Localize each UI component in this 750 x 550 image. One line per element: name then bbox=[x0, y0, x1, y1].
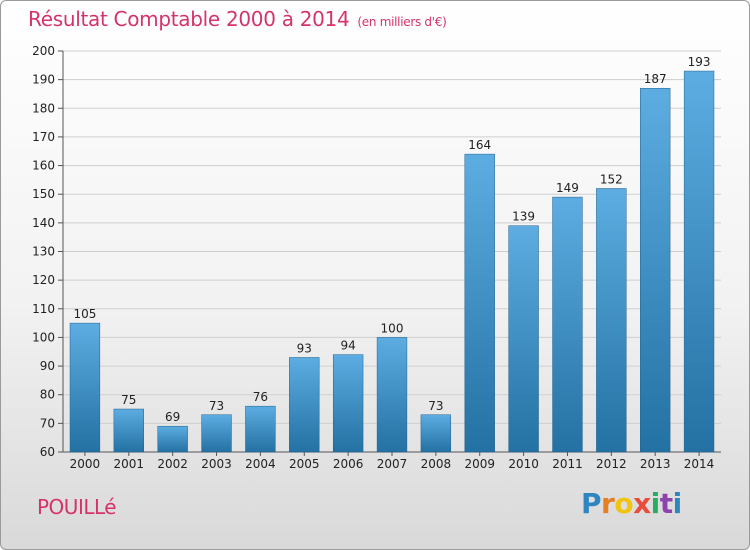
bar-2001 bbox=[113, 408, 144, 453]
logo-letter: t bbox=[659, 487, 673, 520]
y-tick-label: 120 bbox=[32, 273, 55, 287]
y-tick-label: 180 bbox=[32, 101, 55, 115]
bar-2005 bbox=[289, 357, 320, 453]
value-label: 139 bbox=[512, 210, 535, 224]
x-tick-label: 2000 bbox=[70, 457, 101, 471]
logo-letter: x bbox=[633, 487, 651, 520]
y-tick-label: 90 bbox=[40, 359, 55, 373]
logo-letter: r bbox=[601, 487, 615, 520]
x-tick-label: 2005 bbox=[289, 457, 320, 471]
y-tick-labels: 60 70 80 90 100 110 120 130 140 150 160 170 180 190 20… bbox=[32, 44, 55, 459]
value-label: 152 bbox=[600, 172, 623, 186]
bar-2012 bbox=[596, 188, 627, 453]
y-tick-label: 200 bbox=[32, 44, 55, 58]
bar-2000 bbox=[69, 322, 101, 453]
y-tick-label: 110 bbox=[32, 302, 55, 316]
logo-letter: o bbox=[614, 487, 634, 520]
x-tick-label: 2012 bbox=[596, 457, 627, 471]
logo-letter: P bbox=[581, 487, 602, 520]
y-tick-label: 170 bbox=[32, 130, 55, 144]
y-tick-label: 160 bbox=[32, 159, 55, 173]
bar-2007 bbox=[376, 337, 408, 453]
chart-title: Résultat Comptable 2000 à 2014 (en millie… bbox=[28, 7, 447, 31]
bar-2008 bbox=[420, 414, 452, 453]
value-label: 164 bbox=[468, 138, 491, 152]
y-tick-label: 80 bbox=[40, 388, 55, 402]
y-tick-label: 60 bbox=[40, 445, 55, 459]
chart-title-text: Résultat Comptable 2000 à 2014 bbox=[28, 7, 350, 31]
bar-2014 bbox=[683, 70, 715, 453]
bars bbox=[69, 70, 715, 453]
x-tick-label: 2013 bbox=[640, 457, 671, 471]
value-label: 75 bbox=[121, 393, 136, 407]
bar-2011 bbox=[552, 196, 583, 453]
value-label: 149 bbox=[556, 181, 579, 195]
y-tick-label: 100 bbox=[32, 330, 55, 344]
value-label: 93 bbox=[297, 341, 312, 355]
value-label: 73 bbox=[428, 399, 443, 413]
logo-letter: i bbox=[672, 487, 683, 520]
bar-2006 bbox=[332, 354, 364, 453]
x-tick-label: 2011 bbox=[552, 457, 583, 471]
x-tick-label: 2004 bbox=[245, 457, 276, 471]
value-label: 105 bbox=[73, 307, 96, 321]
x-tick-label: 2007 bbox=[377, 457, 408, 471]
y-tick-label: 130 bbox=[32, 245, 55, 259]
x-tick-label: 2008 bbox=[421, 457, 452, 471]
x-tick-label: 2003 bbox=[201, 457, 232, 471]
commune-name: POUILLé bbox=[37, 495, 117, 519]
bar-2003 bbox=[201, 414, 232, 453]
bar-2013 bbox=[640, 87, 671, 453]
value-label: 94 bbox=[340, 339, 355, 353]
logo-letter: i bbox=[650, 487, 661, 520]
value-label: 76 bbox=[253, 390, 268, 404]
proxiti-logo[interactable]: Proxiti bbox=[581, 487, 682, 520]
x-tick-labels: 2000 2001 2002 2003 2004 2005 2006 2007 2008 2009… bbox=[70, 457, 715, 471]
y-tick-label: 150 bbox=[32, 187, 55, 201]
value-label: 193 bbox=[688, 55, 711, 69]
y-tick-label: 140 bbox=[32, 216, 55, 230]
x-tick-label: 2006 bbox=[333, 457, 364, 471]
bar-2004 bbox=[245, 405, 276, 453]
chart-subtitle: (en milliers d'€) bbox=[357, 15, 447, 29]
x-tick-label: 2002 bbox=[157, 457, 188, 471]
value-label: 69 bbox=[165, 410, 180, 424]
value-label: 187 bbox=[644, 72, 667, 86]
x-tick-label: 2009 bbox=[464, 457, 495, 471]
bar-2002 bbox=[157, 425, 188, 453]
value-labels: 105 75 69 73 76 93 94 100 73 164 139 149 152 187 193 bbox=[73, 55, 710, 424]
x-tick-label: 2001 bbox=[114, 457, 145, 471]
value-label: 100 bbox=[381, 321, 404, 335]
y-tick-label: 70 bbox=[40, 416, 55, 430]
x-tick-label: 2010 bbox=[508, 457, 539, 471]
x-tick-label: 2014 bbox=[684, 457, 715, 471]
y-tick-label: 190 bbox=[32, 73, 55, 87]
value-label: 73 bbox=[209, 399, 224, 413]
bar-2010 bbox=[508, 225, 539, 453]
bar-2009 bbox=[464, 153, 495, 453]
